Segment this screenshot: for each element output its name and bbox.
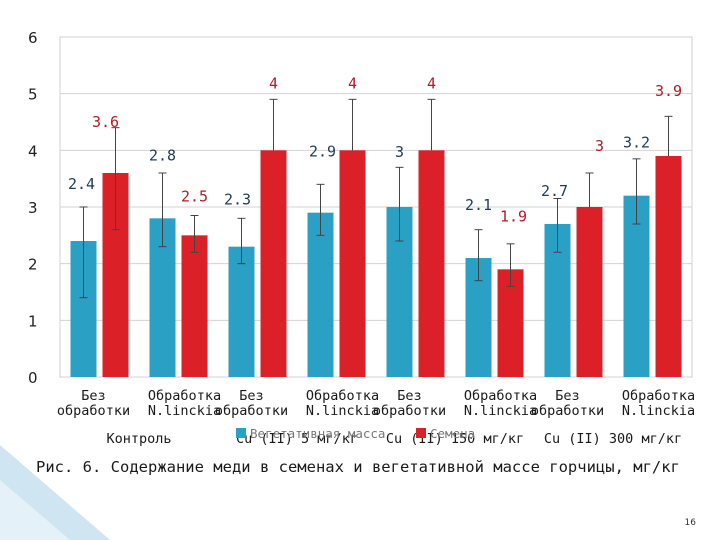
x-category-label: Без <box>397 388 421 404</box>
bar <box>655 156 682 377</box>
x-category-label: Обработка <box>622 388 695 404</box>
x-category-label: обработки <box>215 403 288 419</box>
x-category-label: обработки <box>57 403 130 419</box>
x-category-label: N.linckia <box>622 403 695 419</box>
x-category-label: Без <box>555 388 579 404</box>
y-tick-label: 2 <box>28 256 38 274</box>
figure-caption: Рис. 6. Содержание меди в семенах и веге… <box>36 458 680 476</box>
error-bars <box>79 98 673 299</box>
x-category-label: обработки <box>373 403 446 419</box>
bar <box>181 235 208 377</box>
legend-label: Вегетативная масса <box>250 426 385 441</box>
bar <box>228 246 255 377</box>
y-tick-label: 5 <box>28 86 38 104</box>
data-label: 3 <box>395 143 404 161</box>
bar <box>497 269 524 377</box>
y-tick-label: 4 <box>28 142 38 160</box>
x-axis-categories: БезобработкиОбработкаN.linckiaБезобработ… <box>57 388 695 419</box>
page-number: 16 <box>684 518 696 528</box>
data-label: 4 <box>427 74 436 92</box>
legend: Вегетативная масса Семена <box>236 426 475 441</box>
y-tick-label: 1 <box>28 312 38 330</box>
data-label: 2.8 <box>149 146 176 164</box>
bar <box>623 195 650 377</box>
legend-label: Семена <box>430 426 475 441</box>
x-category-label: N.linckia <box>306 403 379 419</box>
data-label: 3.9 <box>655 82 682 100</box>
x-group-label: Cu (II) 300 мг/кг <box>544 431 682 447</box>
data-label: 3.6 <box>92 113 119 131</box>
x-category-label: Обработка <box>148 388 221 404</box>
data-label: 2.3 <box>224 191 251 209</box>
data-label: 4 <box>348 74 357 92</box>
bar <box>307 212 334 377</box>
x-category-label: Обработка <box>464 388 537 404</box>
bar <box>418 150 445 377</box>
x-category-label: Обработка <box>306 388 379 404</box>
legend-swatch <box>416 428 426 438</box>
x-axis-groups: Контроль Cu (II) 5 мг/кг Cu (II) 150 мг/кг… <box>106 431 682 447</box>
bars <box>70 150 682 377</box>
data-label: 2.7 <box>541 182 568 200</box>
data-label: 4 <box>269 74 278 92</box>
x-group-label: Контроль <box>106 431 171 447</box>
decorative-corner-shape-inner <box>0 480 70 540</box>
y-tick-label: 0 <box>28 369 38 387</box>
data-label: 2.4 <box>68 175 95 193</box>
data-label: 3 <box>595 137 604 155</box>
x-category-label: обработки <box>531 403 604 419</box>
y-axis-ticks: 0 1 2 3 4 5 6 <box>28 29 38 387</box>
data-labels: 2.4 2.8 2.3 2.9 3 2.1 2.7 3.2 3.6 2.5 4 4 4 1.9 3 3.9 <box>68 74 682 225</box>
data-label: 2.5 <box>181 187 208 205</box>
x-category-label: N.linckia <box>464 403 537 419</box>
data-label: 3.2 <box>623 134 650 152</box>
bar <box>339 150 366 377</box>
bar <box>576 207 603 377</box>
data-label: 2.9 <box>309 143 336 161</box>
data-label: 1.9 <box>500 207 527 225</box>
x-category-label: Без <box>81 388 105 404</box>
bar <box>260 150 287 377</box>
x-group-label: Cu (II) 5 мг/кг <box>236 431 358 447</box>
y-tick-label: 3 <box>28 199 38 217</box>
x-category-label: Без <box>239 388 263 404</box>
x-category-label: N.linckia <box>148 403 221 419</box>
data-label: 2.1 <box>465 196 492 214</box>
y-tick-label: 6 <box>28 29 38 47</box>
legend-swatch <box>236 428 246 438</box>
